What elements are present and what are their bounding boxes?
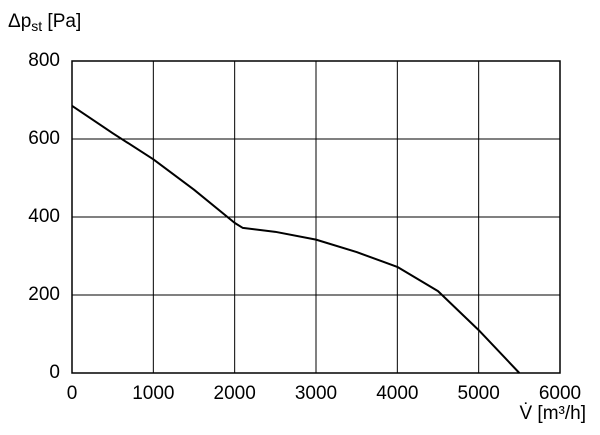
y-tick-label: 600 [28,128,60,149]
y-tick-label: 0 [49,362,60,383]
y-tick-label: 400 [28,206,60,227]
y-tick-label: 800 [28,50,60,71]
y-tick-label: 200 [28,284,60,305]
x-tick-label: 4000 [376,383,418,404]
y-axis-label: Δpst [Pa] [8,11,81,34]
x-tick-label: 1000 [132,383,174,404]
y-label-main: Δp [8,11,31,32]
x-tick-label: 6000 [539,383,581,404]
plot-frame [71,60,561,374]
x-axis-label: V̇ [m³/h] [519,403,586,424]
x-tick-label: 2000 [214,383,256,404]
y-label-unit: [Pa] [42,11,81,32]
curve [71,105,521,374]
x-tick-label: 0 [67,383,78,404]
x-tick-label: 5000 [458,383,500,404]
y-label-subscript: st [31,18,42,34]
x-tick-label: 3000 [295,383,337,404]
